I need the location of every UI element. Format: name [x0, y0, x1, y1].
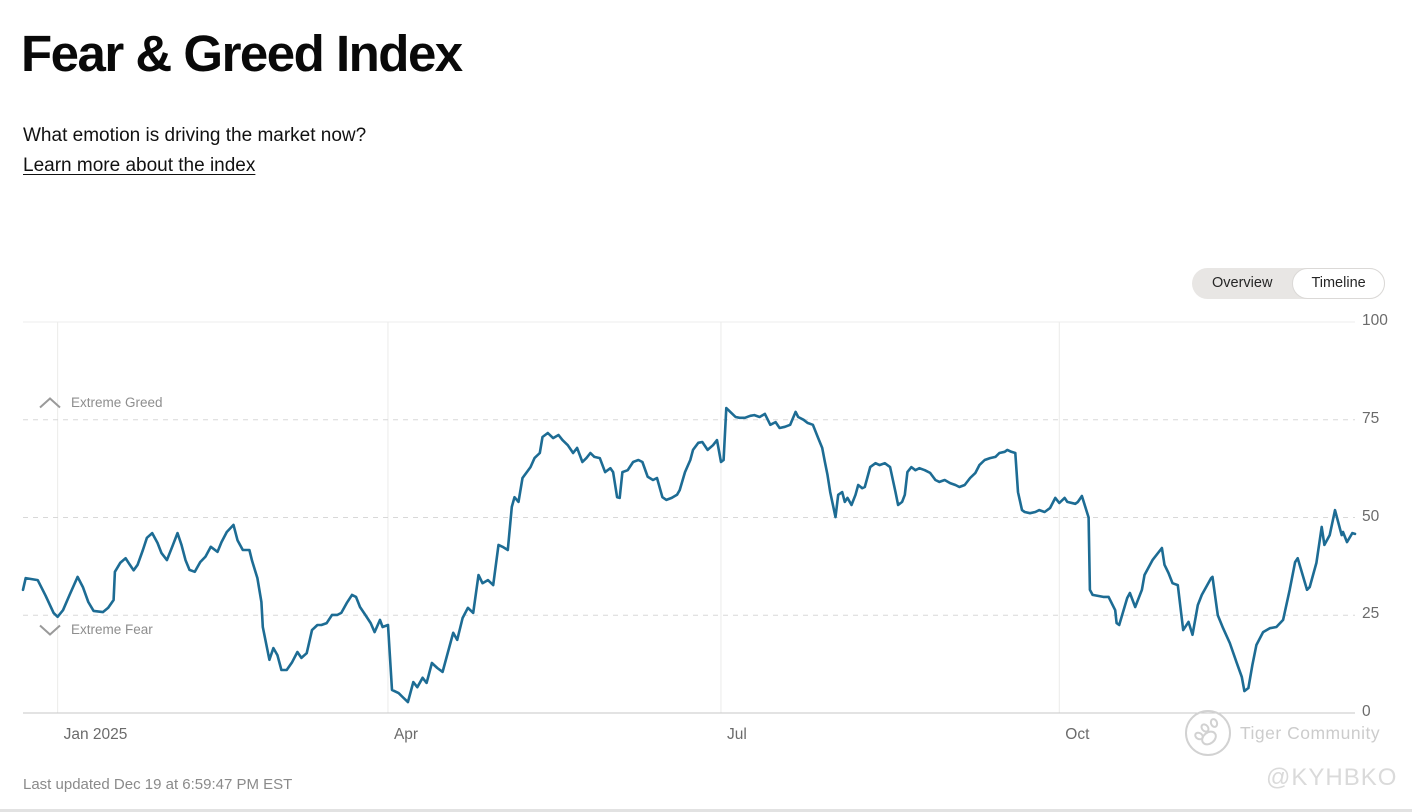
- extreme-greed-label: Extreme Greed: [71, 395, 163, 410]
- last-updated-text: Last updated Dec 19 at 6:59:47 PM EST: [23, 776, 293, 793]
- y-axis-tick-label: 25: [1362, 605, 1380, 623]
- x-axis-tick-label: Jul: [726, 726, 747, 743]
- y-axis-tick-label: 50: [1362, 507, 1380, 525]
- tab-overview[interactable]: Overview: [1192, 268, 1292, 299]
- view-toggle: Overview Timeline: [1192, 268, 1385, 299]
- y-axis-tick-label: 75: [1362, 409, 1380, 427]
- tiger-community-logo-icon: [1185, 710, 1231, 756]
- y-axis-tick-label: 0: [1362, 703, 1371, 720]
- chevron-up-icon: [39, 396, 61, 408]
- x-axis-tick-label: Jan 2025: [63, 726, 128, 743]
- bottom-divider: [0, 809, 1412, 812]
- page-title: Fear & Greed Index: [21, 25, 463, 82]
- watermark: Tiger Community: [1184, 709, 1380, 757]
- watermark-community-text: Tiger Community: [1240, 722, 1381, 743]
- extreme-fear-label: Extreme Fear: [71, 622, 153, 637]
- chevron-down-icon: [39, 624, 61, 636]
- x-axis-tick-label: Oct: [1065, 726, 1090, 743]
- subtitle: What emotion is driving the market now?: [23, 125, 367, 146]
- x-axis-tick-label: Apr: [393, 726, 419, 743]
- watermark-handle-text: @KYHBKO: [1266, 764, 1398, 791]
- extreme-fear-marker: Extreme Fear: [38, 622, 153, 637]
- index-line-series: [21, 406, 1357, 704]
- y-axis-tick-label: 100: [1362, 312, 1388, 329]
- learn-more-link[interactable]: Learn more about the index: [23, 155, 256, 176]
- extreme-greed-marker: Extreme Greed: [38, 395, 163, 410]
- tab-timeline[interactable]: Timeline: [1292, 268, 1385, 299]
